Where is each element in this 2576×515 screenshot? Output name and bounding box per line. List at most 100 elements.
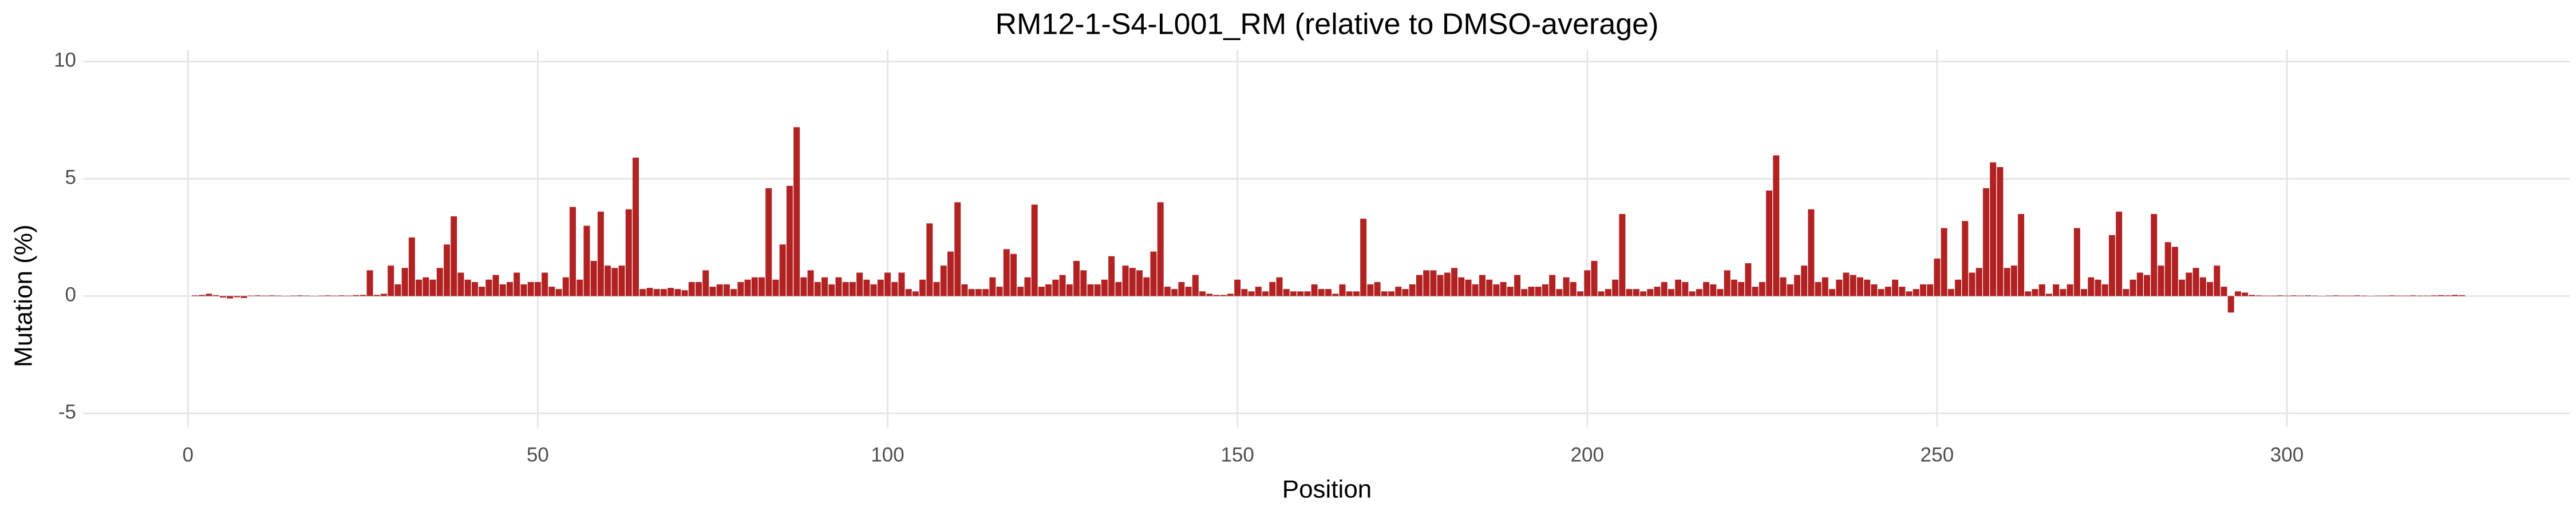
bar [576,279,583,296]
bar [1934,258,1941,296]
x-tick-label: 300 [2270,443,2304,466]
bar [1283,289,1290,296]
bar [2207,282,2214,296]
bar [255,295,262,296]
bar [597,211,604,296]
bar [1878,289,1884,296]
bar [1696,289,1702,296]
bar [1367,284,1374,296]
x-tick-label: 200 [1571,443,1604,466]
bar [1884,287,1891,296]
bar [1766,190,1773,296]
y-tick-label: 0 [65,284,76,306]
bar [1598,291,1605,296]
bar [1570,282,1577,296]
bar [1752,287,1759,296]
bar [674,289,681,296]
bar [2290,295,2297,296]
bar [1031,204,1038,296]
bar [1346,291,1353,296]
bar [2095,279,2101,296]
y-tick-label: -5 [58,401,76,423]
bar [1808,209,1815,296]
bar [1143,277,1150,296]
bar [1423,270,1430,296]
bar [373,295,380,296]
bar [1829,289,1836,296]
bar [772,279,779,296]
bar [1661,282,1668,296]
bar [2459,295,2466,296]
bar [1759,282,1765,296]
bar [814,282,821,296]
bar [227,296,234,299]
bar [2018,213,2025,296]
bar [1717,289,1724,296]
bar [870,284,877,296]
bar [1360,219,1367,296]
bar [542,272,548,296]
bar [1164,287,1171,296]
bar [2004,268,2010,296]
bar [1675,279,1682,296]
bar [1584,270,1591,296]
bar [1730,279,1737,296]
bar [744,279,751,296]
bar [688,282,695,296]
bar [436,268,443,296]
bar [1136,270,1143,296]
bar [2437,295,2444,296]
bar [646,288,653,296]
bar [835,277,842,296]
bar [982,289,989,296]
bar [696,282,702,296]
bar [1997,167,2004,296]
bar [1549,275,1556,296]
bar [590,260,597,296]
bar [2409,295,2416,296]
bar [562,277,569,296]
bar [2136,272,2143,296]
bar [849,282,856,296]
bar [2333,295,2340,296]
bar [961,284,968,296]
bar [451,216,457,296]
bar [1605,289,1611,296]
bar [653,289,660,296]
bar [758,277,765,296]
bar [325,295,331,296]
bar [1976,268,1982,296]
x-tick-label: 250 [1921,443,1954,466]
bar [1990,162,1997,296]
bar [219,296,226,298]
bar [2353,295,2360,296]
bar [884,272,891,296]
bar [1703,282,1710,296]
bar [1556,289,1563,296]
bar [1577,291,1584,296]
bar [1479,275,1485,296]
bar [2053,284,2060,296]
bar [1941,228,1947,296]
bar [2073,228,2080,296]
bar [1612,279,1619,296]
bar [234,296,240,298]
bar [1003,249,1010,296]
bar [2444,295,2451,296]
bar [2221,287,2227,296]
bar [507,282,513,296]
bar [2038,284,2045,296]
bar [1339,284,1346,296]
bar [1654,287,1661,296]
bar [2255,295,2262,296]
bar [2081,289,2088,296]
bar [786,185,793,296]
x-tick-label: 100 [871,443,904,466]
bar [2171,247,2178,296]
bar [926,223,933,296]
bar [485,279,492,296]
bar [212,295,219,296]
bar [1793,275,1800,296]
bar [1724,270,1730,296]
